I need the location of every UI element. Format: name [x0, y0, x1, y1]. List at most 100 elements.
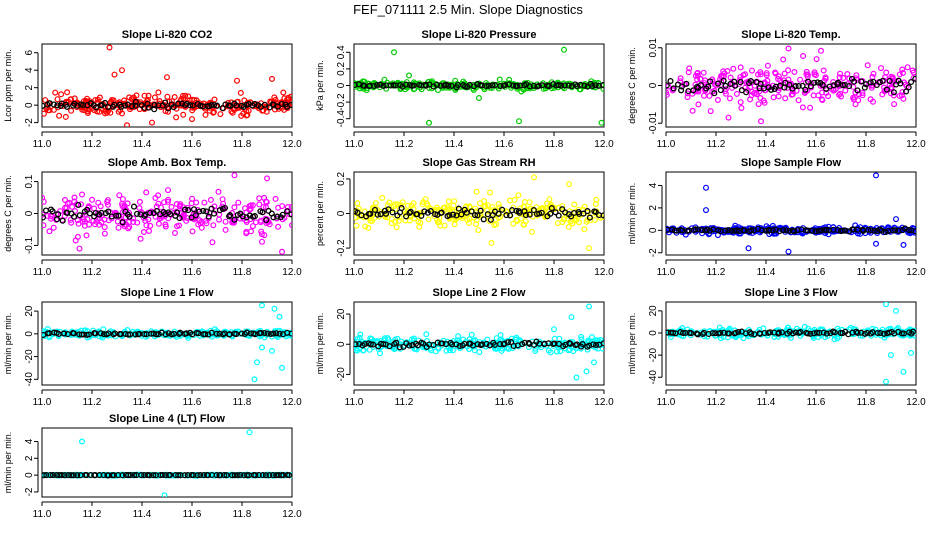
y-tick-label: 0.1 [24, 174, 35, 188]
data-point [867, 96, 874, 103]
data-point [222, 218, 229, 225]
mean-point [258, 329, 265, 336]
mean-point [146, 209, 154, 216]
data-point [285, 94, 292, 101]
data-point [209, 239, 216, 246]
data-point [726, 95, 733, 102]
data-point [415, 218, 422, 225]
data-point [811, 69, 818, 76]
data-point [404, 202, 411, 209]
data-point [423, 331, 430, 338]
x-tick-label: 11.8 [857, 267, 876, 278]
mean-point [471, 212, 479, 219]
data-point [801, 323, 808, 330]
mean-point [757, 80, 764, 87]
x-tick-label: 11.4 [133, 397, 152, 408]
data-point [248, 228, 255, 235]
mean-point [75, 201, 82, 209]
mean-point [707, 78, 714, 85]
mean-point [361, 341, 368, 348]
mean-point [402, 81, 409, 88]
mean-point [581, 82, 588, 89]
data-point [550, 326, 557, 333]
x-tick-label: 11.6 [807, 267, 826, 278]
data-point [259, 302, 266, 309]
mean-point [567, 340, 574, 347]
data-point [694, 72, 701, 79]
data-point [737, 99, 744, 106]
mean-point [555, 212, 562, 219]
data-point [718, 226, 725, 233]
data-point [892, 216, 899, 223]
data-point [252, 219, 259, 226]
mean-point [196, 208, 203, 215]
mean-point [867, 79, 874, 86]
mean-point [433, 81, 441, 88]
mean-point [499, 206, 506, 213]
mean-point [85, 331, 92, 338]
mean-point [786, 328, 793, 335]
panel-5: Slope Gas Stream RH 11.0 11.2 11.4 11.6 11.8 1… [315, 157, 614, 278]
y-tick-label: 0.01 [648, 38, 659, 58]
data-point [89, 196, 96, 203]
data-point [207, 196, 214, 203]
data-point [203, 220, 210, 227]
data-point [702, 207, 709, 214]
x-tick-label: 11.6 [495, 139, 514, 150]
mean-point [879, 77, 886, 84]
mean-point [717, 87, 724, 94]
mean-point [393, 339, 400, 346]
data-point [211, 96, 218, 103]
data-point [71, 194, 78, 201]
data-points [42, 429, 292, 497]
data-point [379, 194, 386, 201]
mean-point [748, 330, 755, 337]
mean-point [125, 472, 132, 479]
data-point [755, 101, 762, 108]
data-point [720, 333, 727, 340]
mean-point [367, 341, 374, 348]
mean-point [714, 80, 722, 87]
data-point [748, 67, 755, 74]
mean-point [477, 207, 484, 214]
x-tick-label: 11.4 [133, 509, 152, 520]
data-point [700, 92, 707, 99]
data-point [141, 92, 148, 99]
mean-point [427, 208, 434, 215]
data-point [143, 222, 150, 229]
mean-point [709, 330, 716, 337]
data-point [231, 172, 238, 179]
y-tick-label: 2 [648, 205, 659, 211]
mean-point [903, 88, 910, 95]
mean-point [385, 206, 392, 213]
data-point [800, 52, 807, 59]
mean-point [450, 211, 457, 218]
x-tick-label: 11.8 [545, 397, 564, 408]
data-point [782, 95, 789, 102]
mean-point [526, 83, 533, 90]
y-axis-label: ml/min per min. [315, 313, 325, 375]
data-point [168, 203, 175, 210]
mean-point [231, 472, 238, 479]
panel-title: Slope Li-820 Temp. [741, 29, 840, 41]
mean-point [804, 330, 811, 337]
data-point [269, 347, 276, 354]
x-tick-label: 11.6 [183, 267, 202, 278]
data-point [599, 345, 604, 352]
mean-point [552, 209, 559, 216]
mean-point [501, 340, 508, 347]
mean-point [841, 227, 849, 234]
mean-point [151, 102, 158, 109]
x-tick-label: 12.0 [906, 267, 926, 278]
data-point [757, 71, 764, 78]
mean-point [851, 78, 858, 85]
data-point [799, 104, 806, 111]
y-axis-label: percent per min. [315, 181, 325, 246]
data-point [900, 368, 907, 375]
mean-point [783, 227, 790, 234]
data-point [666, 91, 670, 98]
x-tick-label: 11.6 [495, 397, 514, 408]
mean-point [237, 471, 244, 479]
data-point [498, 347, 505, 354]
mean-point [495, 210, 502, 217]
